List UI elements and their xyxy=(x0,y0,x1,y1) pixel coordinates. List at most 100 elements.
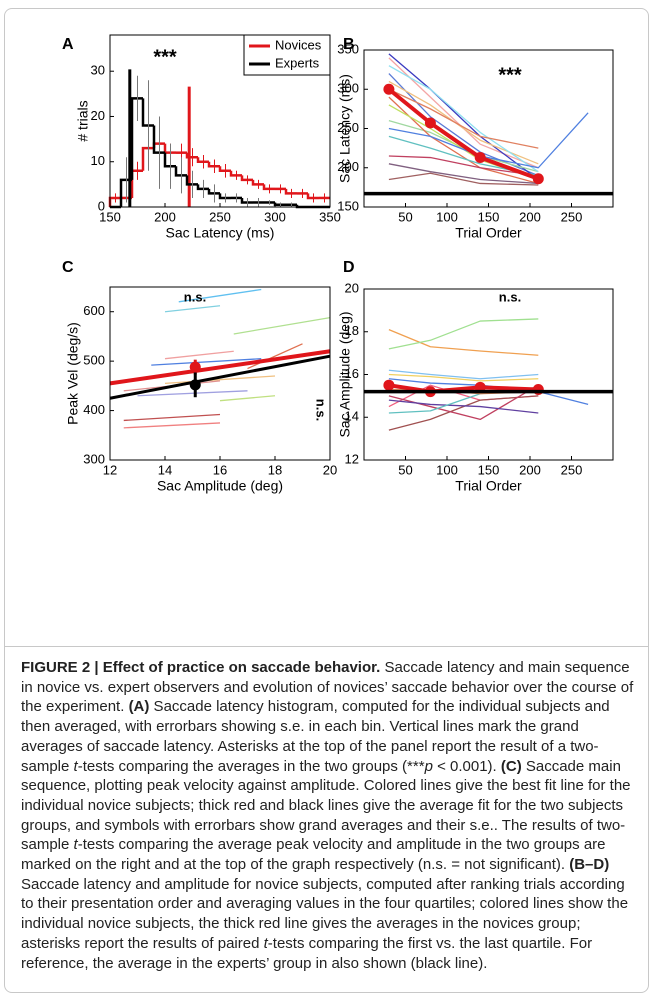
y-tick-label: 0 xyxy=(98,198,105,213)
caption-text: -tests comparing the average peak veloci… xyxy=(21,836,606,874)
series-line xyxy=(388,384,539,421)
caption: FIGURE 2 | Effect of practice on saccade… xyxy=(21,658,637,973)
x-tick-label: 18 xyxy=(268,462,282,477)
axes-box xyxy=(109,286,331,461)
marker xyxy=(474,152,486,164)
series-line xyxy=(233,317,331,335)
x-tick-label: 150 xyxy=(478,209,500,224)
x-axis-label: Sac Amplitude (deg) xyxy=(157,478,283,494)
x-tick-label: 200 xyxy=(519,209,541,224)
caption-text: -tests comparing the first vs. the last … xyxy=(21,934,593,972)
series-line xyxy=(388,318,539,350)
x-tick-label: 14 xyxy=(158,462,172,477)
series-line xyxy=(164,350,234,360)
y-tick-label: 16 xyxy=(345,366,359,381)
series-line xyxy=(388,373,539,382)
y-tick-label: 10 xyxy=(91,153,105,168)
series-line xyxy=(388,53,539,181)
legend-label: Novices xyxy=(275,37,322,52)
series-line xyxy=(219,395,276,402)
figure-frame xyxy=(4,8,649,993)
series-line xyxy=(387,87,539,181)
series-line xyxy=(388,73,539,177)
series-line xyxy=(178,288,262,303)
caption-text: Saccade latency and main sequence in nov… xyxy=(21,659,634,716)
caption-italic: t xyxy=(263,934,268,952)
x-tick-label: 16 xyxy=(213,462,227,477)
annotation: n.s. xyxy=(184,289,206,304)
y-tick-label: 12 xyxy=(345,451,359,466)
y-tick-label: 350 xyxy=(337,41,359,56)
series-line xyxy=(388,155,539,177)
series-line xyxy=(388,88,539,149)
histogram-step xyxy=(185,175,198,186)
caption-text: -tests comparing the averages in the two… xyxy=(77,757,425,775)
caption-text: Saccade latency and amplitude for novice… xyxy=(21,875,629,952)
histogram-step xyxy=(306,193,319,200)
legend-box xyxy=(243,34,331,76)
histogram-step xyxy=(196,184,209,191)
histogram-step xyxy=(229,170,242,177)
caption-italic: t xyxy=(73,757,78,775)
histogram-step xyxy=(152,125,165,154)
series-line xyxy=(388,383,539,394)
series-line xyxy=(123,422,221,429)
histogram-step xyxy=(174,166,187,177)
histogram-step xyxy=(196,157,209,163)
y-tick-label: 14 xyxy=(345,409,359,424)
histogram-step xyxy=(240,175,253,182)
series-line xyxy=(388,369,539,380)
figure: Novices Experts 150 200 250 300 350 0 10 20 30 Sac … xyxy=(62,34,614,494)
y-tick-label: 20 xyxy=(345,280,359,295)
series-line xyxy=(247,343,303,370)
caption-text: Saccade main sequence, plotting peak vel… xyxy=(21,757,631,854)
marker xyxy=(532,173,544,185)
caption-panel: (C) xyxy=(500,757,522,775)
caption-text: Saccade latency histogram, computed for … xyxy=(21,698,610,775)
series-line xyxy=(388,65,539,173)
y-axis-label: # trials xyxy=(75,100,91,141)
x-tick-label: 250 xyxy=(561,462,583,477)
caption-title: FIGURE 2 | Effect of practice on saccade… xyxy=(21,659,381,676)
panel-letter: C xyxy=(62,259,74,276)
histogram-step xyxy=(284,188,297,195)
x-tick-label: 100 xyxy=(436,209,458,224)
x-tick-label: 12 xyxy=(103,462,117,477)
histogram-step xyxy=(185,152,198,159)
separator xyxy=(5,646,648,647)
y-tick-label: 150 xyxy=(337,198,359,213)
y-tick-label: 30 xyxy=(91,63,105,78)
y-tick-label: 18 xyxy=(345,323,359,338)
panel-letter: A xyxy=(62,36,74,53)
x-tick-label: 250 xyxy=(209,209,231,224)
panel-letter: D xyxy=(343,259,355,276)
x-tick-label: 50 xyxy=(398,209,412,224)
x-axis-label: Sac Latency (ms) xyxy=(166,225,275,241)
caption-text: < 0.001). xyxy=(432,757,501,775)
series-line xyxy=(388,399,539,414)
caption-panel: (B–D) xyxy=(569,856,610,874)
y-axis-label: Sac Amplitude (deg) xyxy=(337,311,353,437)
x-axis-label: Trial Order xyxy=(455,478,522,494)
histogram-step xyxy=(130,97,143,180)
x-tick-label: 200 xyxy=(154,209,176,224)
series-line xyxy=(388,80,539,165)
histogram-step xyxy=(141,146,154,171)
histogram-step xyxy=(207,188,220,195)
x-tick-label: 250 xyxy=(561,209,583,224)
caption-italic: p xyxy=(424,757,433,775)
series-line xyxy=(388,395,539,431)
y-tick-label: 250 xyxy=(337,120,359,135)
histogram-step xyxy=(262,184,275,191)
histogram-step xyxy=(240,197,253,204)
y-tick-label: 600 xyxy=(83,303,105,318)
series-line xyxy=(388,172,539,186)
histogram-step xyxy=(163,152,176,168)
x-tick-label: 50 xyxy=(398,462,412,477)
panel-letter: B xyxy=(343,36,355,53)
y-tick-label: 300 xyxy=(337,81,359,96)
series-line xyxy=(388,329,539,356)
x-tick-label: 150 xyxy=(478,462,500,477)
x-tick-label: 350 xyxy=(319,209,341,224)
